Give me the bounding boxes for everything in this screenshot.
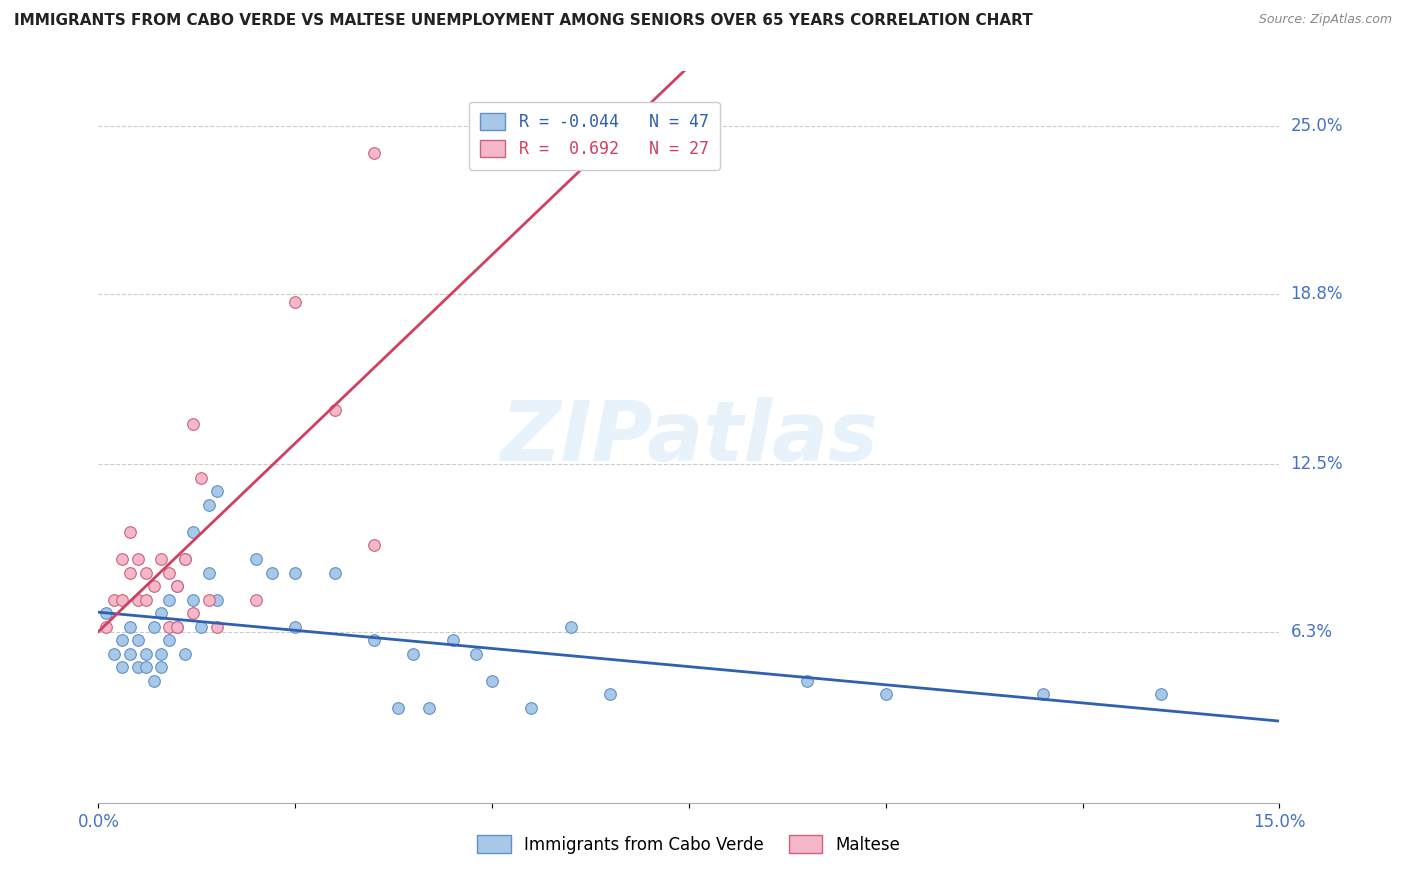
Point (135, 647, 157, 661)
Point (197, 592, 219, 607)
Point (118, 524, 141, 539)
Point (150, 660, 173, 674)
Point (363, 633, 385, 648)
Text: 18.8%: 18.8% (1291, 285, 1343, 302)
Point (111, 633, 134, 648)
Point (150, 606, 173, 620)
Point (197, 566, 219, 580)
Text: Source: ZipAtlas.com: Source: ZipAtlas.com (1258, 13, 1392, 27)
Point (96, 606, 118, 620)
Text: ZIPatlas: ZIPatlas (501, 397, 877, 477)
Point (284, 620, 307, 634)
Text: 6.3%: 6.3% (1291, 624, 1333, 641)
Point (111, 552, 134, 566)
Point (157, 566, 180, 580)
Point (103, 647, 125, 661)
Point (174, 647, 197, 661)
Point (150, 552, 173, 566)
Point (127, 633, 149, 648)
Point (142, 673, 165, 688)
Point (205, 592, 228, 607)
Point (166, 579, 188, 593)
Point (166, 579, 188, 593)
Point (465, 647, 488, 661)
Point (181, 606, 204, 620)
Point (142, 620, 165, 634)
Point (245, 592, 267, 607)
Point (135, 660, 157, 674)
Point (127, 592, 149, 607)
Point (127, 552, 149, 566)
Point (197, 498, 219, 512)
Point (150, 647, 173, 661)
Point (363, 538, 385, 552)
Point (157, 633, 180, 648)
Point (245, 552, 267, 566)
Point (323, 403, 346, 417)
Point (284, 566, 307, 580)
Point (166, 620, 188, 634)
Point (118, 647, 141, 661)
Point (323, 566, 346, 580)
Point (142, 579, 165, 593)
Point (418, 701, 440, 715)
Point (103, 592, 125, 607)
Point (260, 566, 283, 580)
Point (96, 620, 118, 634)
Point (111, 592, 134, 607)
Point (111, 660, 134, 674)
Point (796, 673, 818, 688)
Point (174, 552, 197, 566)
Point (181, 524, 204, 539)
Point (118, 566, 141, 580)
Point (157, 592, 180, 607)
Point (875, 688, 897, 702)
Legend: Immigrants from Cabo Verde, Maltese: Immigrants from Cabo Verde, Maltese (471, 829, 907, 860)
Point (560, 620, 582, 634)
Point (181, 592, 204, 607)
Point (118, 620, 141, 634)
Point (190, 471, 212, 485)
Point (481, 673, 503, 688)
Point (599, 688, 621, 702)
Point (190, 620, 212, 634)
Point (127, 660, 149, 674)
Point (135, 592, 157, 607)
Point (520, 701, 543, 715)
Text: 12.5%: 12.5% (1291, 455, 1343, 473)
Point (402, 647, 425, 661)
Text: IMMIGRANTS FROM CABO VERDE VS MALTESE UNEMPLOYMENT AMONG SENIORS OVER 65 YEARS C: IMMIGRANTS FROM CABO VERDE VS MALTESE UN… (14, 13, 1033, 29)
Point (284, 294, 307, 309)
Point (205, 620, 228, 634)
Text: 25.0%: 25.0% (1291, 117, 1343, 135)
Point (387, 701, 409, 715)
Point (1150, 688, 1173, 702)
Point (166, 620, 188, 634)
Point (363, 145, 385, 160)
Point (135, 566, 157, 580)
Point (181, 417, 204, 431)
Point (1032, 688, 1054, 702)
Point (441, 633, 464, 648)
Point (157, 620, 180, 634)
Point (205, 484, 228, 499)
Point (174, 552, 197, 566)
